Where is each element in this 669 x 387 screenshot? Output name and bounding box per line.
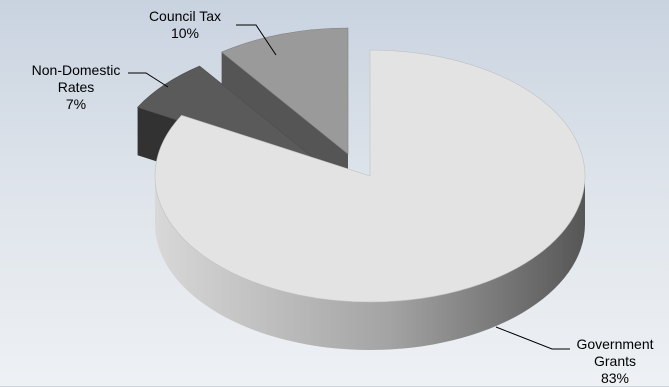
- slice-top-government-grants: [154, 49, 586, 303]
- leader-council-tax: [236, 24, 277, 56]
- label-council-tax: Council Tax 10%: [130, 8, 240, 42]
- slice-government-grants: [154, 49, 586, 350]
- slice-top-council-tax: [221, 27, 349, 155]
- label-non-domestic-rates-percent: 7%: [65, 96, 87, 112]
- label-government-grants-name2: Grants: [593, 353, 636, 369]
- label-government-grants-name1: Government: [576, 336, 654, 352]
- leader-non-domestic-rates: [128, 72, 169, 88]
- label-government-grants: Government Grants 83%: [565, 336, 665, 387]
- label-council-tax-percent: 10%: [170, 25, 200, 41]
- leader-government-grants: [495, 326, 570, 350]
- slice-side-government-grants: [155, 176, 585, 350]
- label-government-grants-percent: 83%: [600, 370, 630, 386]
- label-non-domestic-rates: Non-Domestic Rates 7%: [12, 62, 140, 113]
- label-non-domestic-rates-name1: Non-Domestic: [31, 62, 121, 78]
- label-non-domestic-rates-name2: Rates: [57, 79, 95, 95]
- label-council-tax-name: Council Tax: [148, 8, 222, 24]
